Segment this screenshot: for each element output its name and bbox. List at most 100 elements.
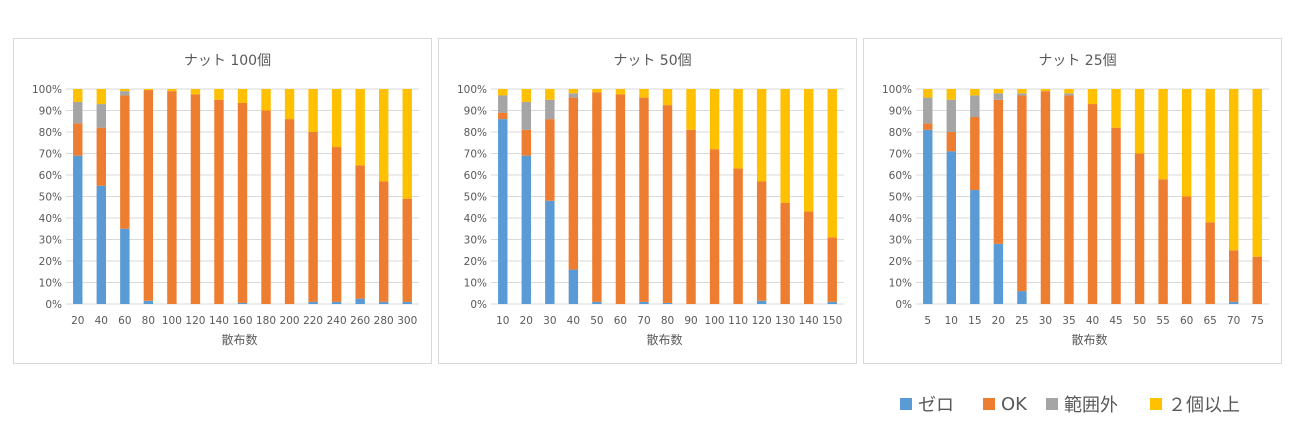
x-tick-label-nut-50-2: 30 (543, 315, 556, 327)
bar-segment-nut-100-14-s3 (402, 89, 412, 199)
y-tick-label-nut-25-4: 40% (889, 213, 912, 225)
bar-segment-nut-25-7-s1 (1087, 104, 1098, 304)
bar-segment-nut-100-8-s1 (261, 110, 271, 304)
bar-segment-nut-25-4-s0 (1017, 291, 1027, 304)
bar-segment-nut-100-3-s3 (143, 89, 154, 91)
x-tick-label-nut-50-4: 50 (590, 315, 603, 327)
bar-segment-nut-50-6-s0 (639, 301, 649, 304)
bar-segment-nut-50-0-s2 (498, 95, 508, 113)
bar-segment-nut-25-12-s1 (1205, 222, 1215, 304)
y-tick-label-nut-100-3: 30% (39, 235, 62, 247)
y-tick-label-nut-25-9: 90% (889, 106, 912, 118)
chart-panel-nut-25: ナット 25個 0% 10% 20% 30% 40% 50% 60% 70% 80% 90% 100%… (863, 38, 1282, 364)
y-tick-label-nut-100-1: 10% (39, 278, 62, 290)
chart-panel-nut-50: ナット 50個 0% 10% 20% 30% 40% 50% 60% 70% 80% 90% 100%… (438, 38, 857, 364)
bar-segment-nut-100-1-s2 (96, 104, 107, 128)
bar-segment-nut-100-0-s0 (73, 155, 83, 304)
x-tick-label-nut-25-7: 40 (1086, 315, 1099, 327)
bar-segment-nut-25-0-s2 (923, 97, 933, 124)
x-tick-label-nut-50-6: 70 (637, 315, 650, 327)
y-tick-label-nut-100-7: 70% (39, 149, 62, 161)
chart-panel-nut-100: ナット 100個 0% 10% 20% 30% 40% 50% 60% 70% 80% 90% 100… (13, 38, 432, 364)
bar-segment-nut-100-1-s3 (96, 89, 107, 105)
x-tick-label-nut-25-12: 65 (1203, 315, 1216, 327)
bar-segment-nut-50-9-s1 (709, 149, 720, 304)
bar-segment-nut-100-9-s3 (284, 89, 295, 120)
legend-item-ok: OK (983, 392, 1027, 416)
bar-segment-nut-100-2-s0 (120, 228, 130, 304)
y-tick-label-nut-100-8: 80% (39, 127, 62, 139)
bar-segment-nut-25-11-s1 (1181, 196, 1192, 304)
chart-title-nut-50: ナット 50個 (613, 53, 691, 69)
legend-label-zero: ゼロ (918, 395, 954, 416)
legend-label-ok: OK (1001, 393, 1027, 415)
bar-segment-nut-25-2-s3 (970, 89, 980, 96)
bar-segment-nut-100-7-s0 (237, 302, 248, 304)
bar-segment-nut-50-5-s3 (615, 89, 626, 95)
bar-segment-nut-25-10-s1 (1158, 179, 1168, 304)
bar-segment-nut-50-4-s0 (592, 301, 602, 304)
y-tick-label-nut-50-1: 10% (464, 278, 487, 290)
bar-segment-nut-25-7-s3 (1087, 89, 1098, 105)
y-tick-label-nut-50-2: 20% (464, 256, 487, 268)
y-tick-label-nut-100-4: 40% (39, 213, 62, 225)
bar-segment-nut-25-9-s3 (1134, 89, 1145, 154)
bar-segment-nut-50-3-s1 (568, 97, 579, 270)
x-tick-label-nut-50-7: 80 (661, 315, 674, 327)
legend-label-two-or-more: ２個以上 (1168, 395, 1240, 416)
y-tick-label-nut-50-5: 50% (464, 192, 487, 204)
bar-segment-nut-50-13-s3 (803, 89, 814, 212)
x-tick-label-nut-100-0: 20 (71, 315, 84, 327)
y-tick-label-nut-100-0: 0% (45, 299, 62, 311)
bar-segment-nut-100-1-s1 (96, 127, 107, 186)
x-tick-label-nut-50-0: 10 (496, 315, 509, 327)
bar-segment-nut-50-2-s2 (545, 99, 555, 120)
bar-segment-nut-100-8-s3 (261, 89, 271, 111)
x-tick-label-nut-100-4: 100 (162, 315, 182, 327)
chart-title-nut-25: ナット 25個 (1038, 53, 1116, 69)
legend-swatch-ok (983, 398, 995, 410)
bar-segment-nut-50-4-s3 (592, 89, 602, 93)
bar-segment-nut-50-12-s1 (780, 202, 790, 304)
legend-label-out-of-range: 範囲外 (1064, 395, 1118, 416)
bar-segment-nut-25-6-s1 (1064, 95, 1074, 304)
bar-segment-nut-50-8-s1 (686, 129, 696, 304)
bar-segment-nut-100-2-s3 (120, 89, 130, 92)
y-tick-label-nut-25-2: 20% (889, 256, 912, 268)
bar-segment-nut-100-4-s1 (167, 91, 177, 305)
bar-segment-nut-25-13-s0 (1228, 301, 1239, 304)
legend-item-two-or-more: ２個以上 (1150, 392, 1240, 416)
bar-segment-nut-25-12-s3 (1205, 89, 1215, 223)
legend-item-zero: ゼロ (900, 392, 954, 416)
bar-segment-nut-25-6-s2 (1064, 93, 1074, 96)
y-tick-label-nut-50-10: 100% (457, 84, 487, 96)
bar-segment-nut-100-12-s0 (355, 298, 365, 304)
y-tick-label-nut-50-8: 80% (464, 127, 487, 139)
x-tick-label-nut-25-2: 15 (968, 315, 981, 327)
x-tick-label-nut-50-14: 150 (822, 315, 842, 327)
bar-segment-nut-25-9-s1 (1134, 153, 1145, 304)
chart-svg-nut-50: ナット 50個 0% 10% 20% 30% 40% 50% 60% 70% 80% 90% 100%… (457, 53, 844, 347)
x-tick-label-nut-50-10: 110 (728, 315, 748, 327)
bar-segment-nut-25-11-s3 (1181, 89, 1192, 197)
bar-segment-nut-50-10-s1 (733, 168, 743, 304)
y-tick-label-nut-50-0: 0% (470, 299, 487, 311)
bar-segment-nut-25-8-s1 (1111, 127, 1121, 304)
bar-segment-nut-50-10-s3 (733, 89, 743, 169)
bar-segment-nut-100-13-s3 (378, 89, 389, 182)
x-tick-label-nut-25-8: 45 (1109, 315, 1122, 327)
bar-segment-nut-25-8-s3 (1111, 89, 1121, 128)
bar-segment-nut-50-14-s1 (827, 237, 837, 302)
legend-swatch-zero (900, 398, 912, 410)
bar-segment-nut-25-1-s1 (946, 132, 957, 152)
bar-segment-nut-25-6-s3 (1064, 89, 1074, 94)
x-tick-label-nut-25-1: 10 (945, 315, 958, 327)
x-tick-label-nut-100-12: 260 (350, 315, 370, 327)
y-tick-label-nut-50-6: 60% (464, 170, 487, 182)
bar-segment-nut-50-6-s1 (639, 97, 649, 302)
y-tick-label-nut-25-7: 70% (889, 149, 912, 161)
bar-segment-nut-25-3-s2 (993, 93, 1004, 100)
x-tick-label-nut-100-14: 300 (397, 315, 417, 327)
bar-segment-nut-100-13-s1 (378, 181, 389, 302)
bar-segment-nut-100-3-s1 (143, 90, 154, 301)
